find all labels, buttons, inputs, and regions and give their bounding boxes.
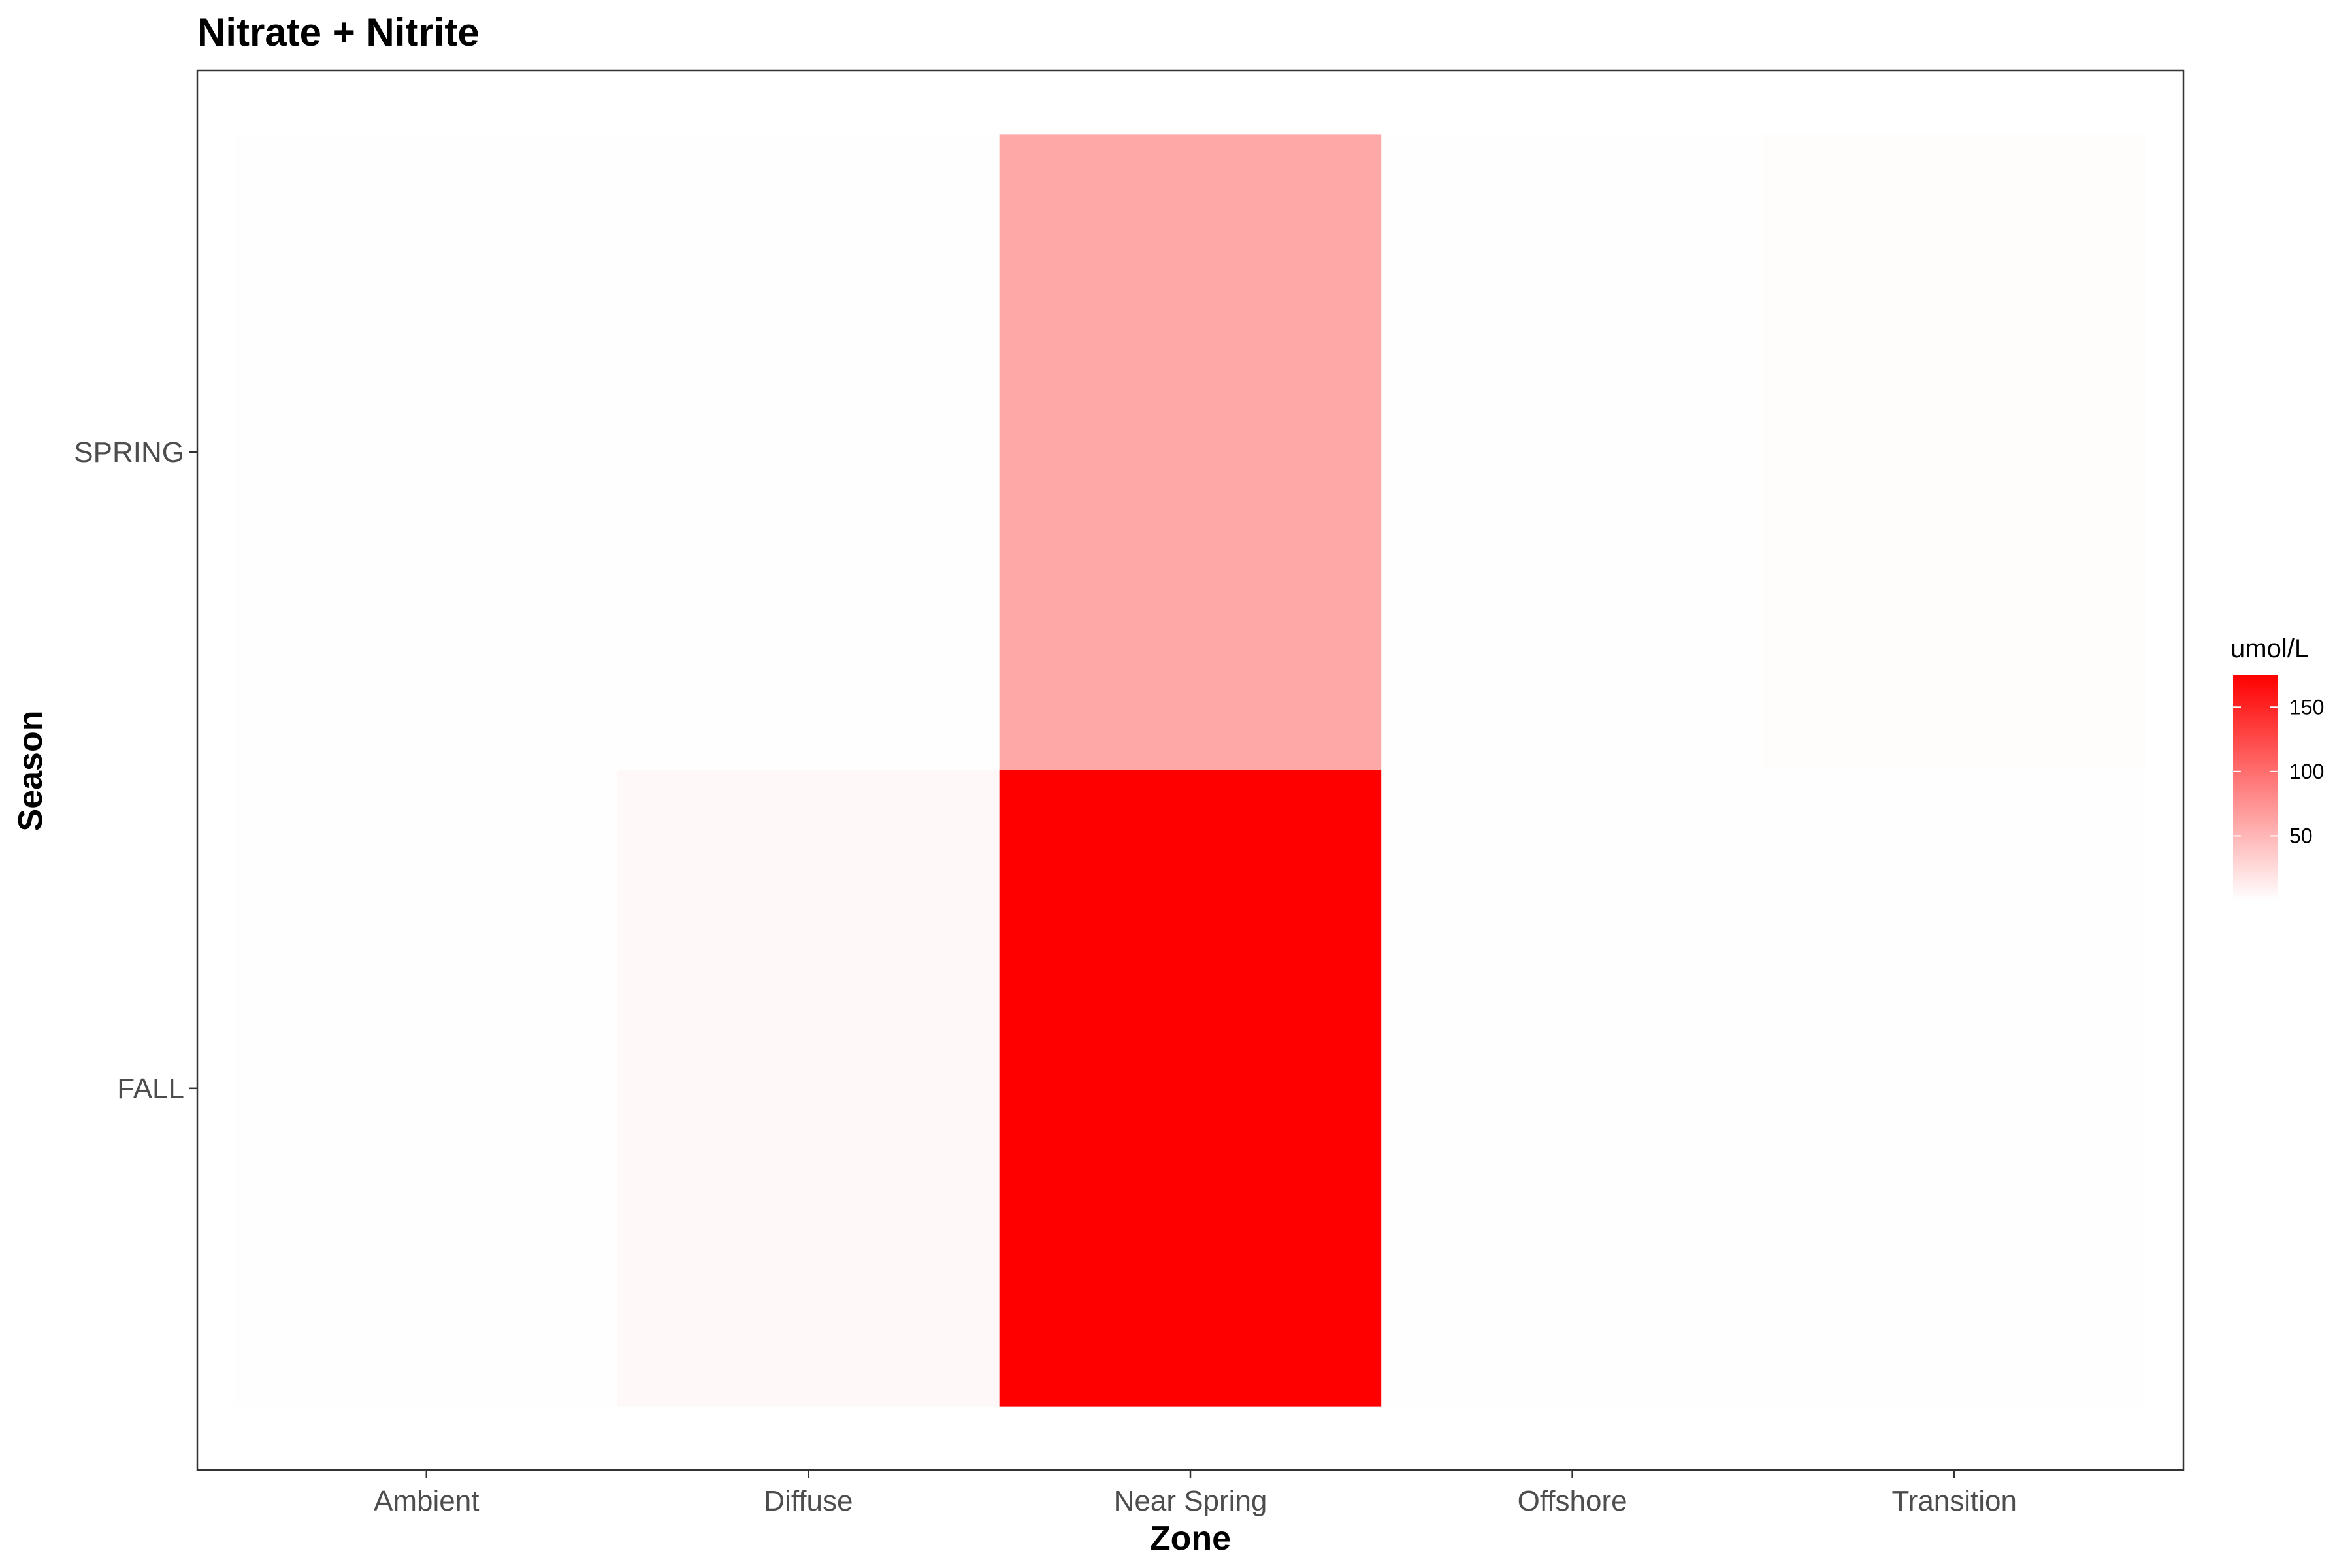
x-tick-label: Ambient xyxy=(374,1485,479,1517)
heatmap-cell-near-spring-fall xyxy=(999,770,1382,1407)
heatmap-cell-ambient-fall xyxy=(235,770,618,1407)
legend: umol/L 50 100 150 xyxy=(2230,634,2324,900)
legend-title: umol/L xyxy=(2230,634,2309,663)
x-tick-label: Transition xyxy=(1891,1485,2017,1517)
heatmap-cell-transition-fall xyxy=(1763,770,2146,1407)
x-tick-label: Offshore xyxy=(1518,1485,1627,1517)
x-tick-label: Diffuse xyxy=(764,1485,853,1517)
heatmap-cell-transition-spring xyxy=(1763,134,2146,770)
y-axis: FALL SPRING xyxy=(74,436,197,1105)
y-tick-label: SPRING xyxy=(74,436,184,468)
y-axis-title: Season xyxy=(12,711,50,832)
heatmap-cells xyxy=(235,134,2146,1407)
heatmap-cell-ambient-spring xyxy=(235,134,618,770)
heatmap-cell-near-spring-spring xyxy=(999,134,1382,770)
legend-tick-label: 150 xyxy=(2289,695,2324,719)
x-axis-title: Zone xyxy=(1150,1520,1231,1558)
chart-title: Nitrate + Nitrite xyxy=(197,10,480,54)
heatmap-cell-diffuse-fall xyxy=(617,770,1000,1407)
x-axis: Ambient Diffuse Near Spring Offshore Transit… xyxy=(374,1470,2017,1517)
legend-colorbar xyxy=(2233,675,2278,900)
legend-tick-label: 100 xyxy=(2289,760,2324,783)
heatmap-cell-diffuse-spring xyxy=(617,134,1000,770)
heatmap-cell-offshore-fall xyxy=(1381,770,1763,1407)
x-tick-label: Near Spring xyxy=(1114,1485,1267,1517)
heatmap-cell-offshore-spring xyxy=(1381,134,1763,770)
y-tick-label: FALL xyxy=(117,1073,184,1105)
legend-tick-label: 50 xyxy=(2289,824,2313,847)
